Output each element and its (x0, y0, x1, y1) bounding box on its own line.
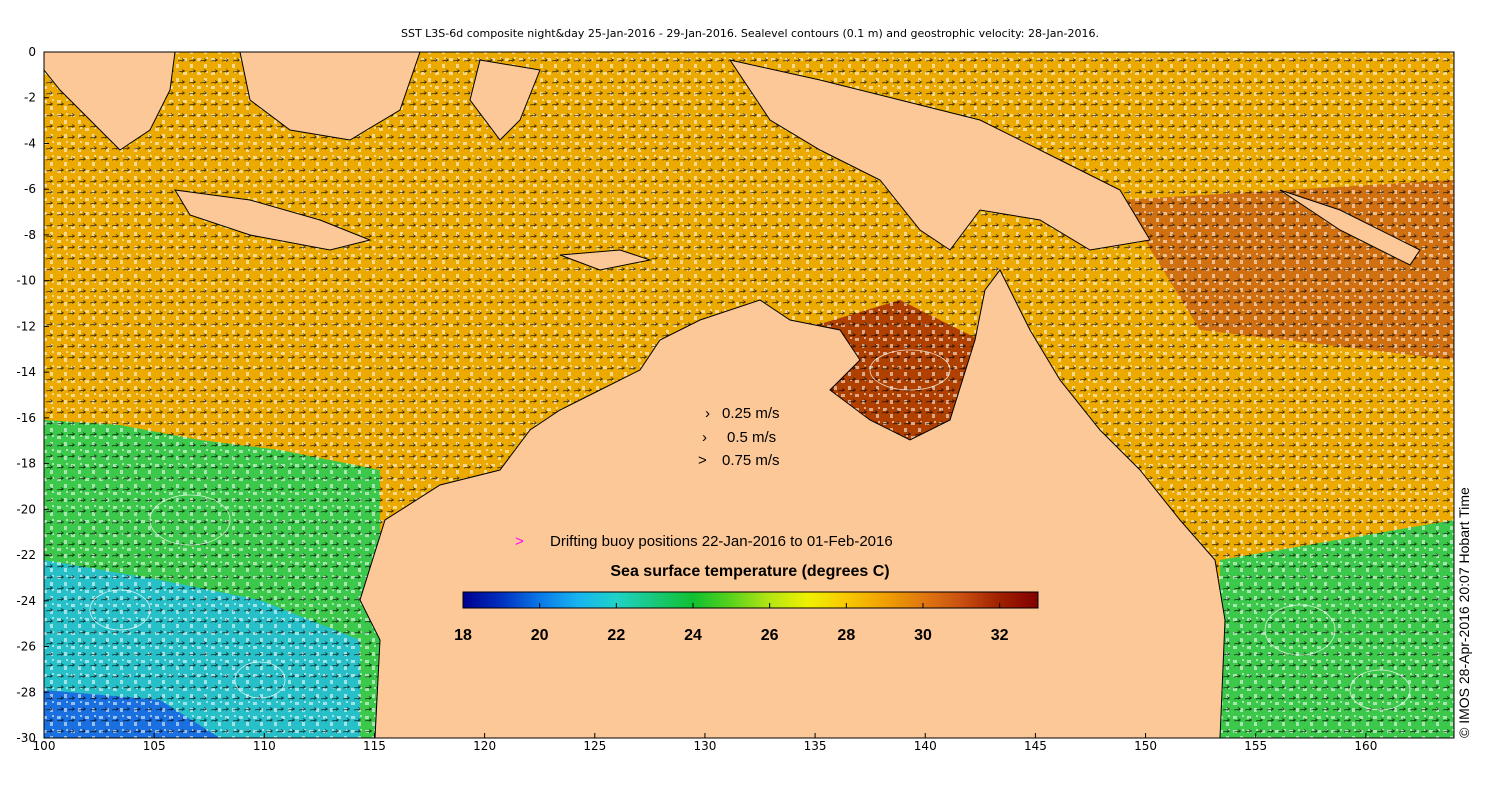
buoy-label: Drifting buoy positions 22-Jan-2016 to 0… (550, 533, 893, 550)
x-tick-label: 145 (1024, 739, 1047, 753)
y-tick-label: -26 (16, 640, 36, 654)
velocity-arrow-1: › (705, 405, 710, 422)
y-tick-label: -12 (16, 319, 36, 333)
velocity-label-3: 0.75 m/s (722, 452, 780, 469)
credit-text: © IMOS 28-Apr-2016 20:07 Hobart Time (1456, 487, 1472, 738)
y-axis: 0 -2 -4 -6 -8 -10 -12 -14 -16 -18 -20 -22 -24 -26 -28 -… (16, 45, 49, 745)
y-tick-label: -24 (16, 594, 36, 608)
land-sumatra (44, 52, 176, 151)
y-tick-label: -6 (24, 182, 36, 196)
velocity-legend: › 0.25 m/s › 0.5 m/s > 0.75 m/s (698, 405, 780, 469)
land-masses (44, 52, 1421, 738)
x-tick-label: 160 (1354, 739, 1377, 753)
x-tick-label: 110 (253, 739, 276, 753)
x-tick-label: 125 (583, 739, 606, 753)
colorbar-tick-label: 24 (684, 627, 702, 644)
y-tick-label: 0 (28, 45, 36, 59)
y-tick-label: -28 (16, 685, 36, 699)
land-java (174, 189, 372, 251)
x-tick-label: 135 (804, 739, 827, 753)
land-new-guinea (728, 59, 1151, 251)
colorbar: Sea surface temperature (degrees C) 18 20… (454, 563, 1039, 644)
x-tick-label: 155 (1244, 739, 1267, 753)
velocity-arrow-2: › (702, 429, 707, 446)
y-tick-label: -30 (16, 731, 36, 745)
colorbar-bar (462, 591, 1039, 609)
land-sulawesi (469, 59, 541, 141)
colorbar-tick-label: 32 (991, 627, 1009, 644)
x-tick-label: 115 (363, 739, 386, 753)
land-solomons (1279, 189, 1421, 266)
buoy-legend: > Drifting buoy positions 22-Jan-2016 to… (515, 533, 893, 550)
x-tick-label: 130 (693, 739, 716, 753)
velocity-label-1: 0.25 m/s (722, 405, 780, 422)
velocity-label-2: 0.5 m/s (727, 429, 776, 446)
y-tick-label: -2 (24, 91, 36, 105)
x-tick-label: 150 (1134, 739, 1157, 753)
buoy-marker: > (515, 533, 524, 550)
x-tick-label: 140 (914, 739, 937, 753)
x-tick-label: 120 (473, 739, 496, 753)
colorbar-tick-label: 30 (914, 627, 932, 644)
velocity-arrow-3: > (698, 452, 707, 469)
y-tick-label: -18 (16, 457, 36, 471)
map-title: SST L3S-6d composite night&day 25-Jan-20… (401, 27, 1099, 40)
colorbar-tick-label: 28 (837, 627, 855, 644)
plot-area (44, 52, 1454, 738)
plot-frame (43, 51, 1455, 739)
colorbar-tick-label: 22 (607, 627, 625, 644)
land-australia (359, 269, 1226, 738)
x-axis: 100 105 110 115 120 125 130 135 140 145 150 155 160 (33, 733, 1377, 753)
colorbar-title: Sea surface temperature (degrees C) (610, 563, 889, 580)
land-borneo (239, 52, 421, 141)
colorbar-tick-label: 26 (761, 627, 779, 644)
x-tick-label: 105 (143, 739, 166, 753)
colorbar-tick-label: 18 (454, 627, 472, 644)
y-tick-label: -14 (16, 365, 36, 379)
y-tick-label: -8 (24, 228, 36, 242)
sealevel-contours (89, 349, 1411, 711)
y-tick-label: -10 (16, 274, 36, 288)
land-timor (559, 249, 652, 271)
x-tick-label: 100 (33, 739, 56, 753)
y-tick-label: -16 (16, 411, 36, 425)
y-tick-label: -4 (24, 136, 36, 150)
y-tick-label: -22 (16, 548, 36, 562)
colorbar-ticks: 18 20 22 24 26 28 30 32 (454, 603, 1009, 644)
colorbar-tick-label: 20 (531, 627, 549, 644)
y-tick-label: -20 (16, 502, 36, 516)
